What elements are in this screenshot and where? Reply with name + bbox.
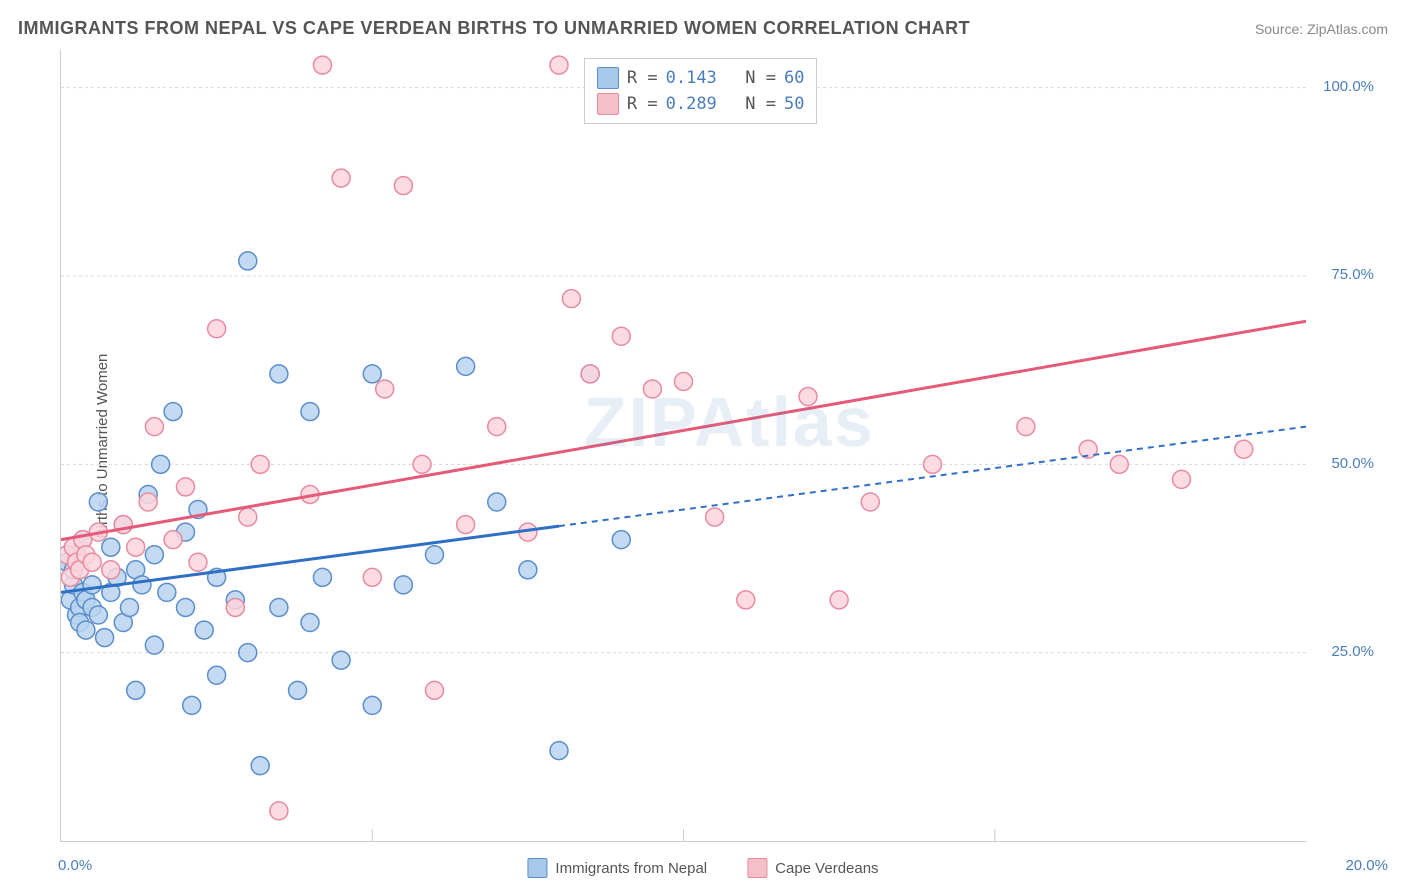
source-label: Source: ZipAtlas.com bbox=[1255, 21, 1388, 37]
x-tick-min: 0.0% bbox=[58, 857, 92, 874]
r-value: 0.143 bbox=[666, 68, 717, 88]
legend-swatch bbox=[597, 67, 619, 89]
chart-title: IMMIGRANTS FROM NEPAL VS CAPE VERDEAN BI… bbox=[18, 18, 970, 39]
correlation-legend-row: R = 0.289 N = 50 bbox=[597, 91, 805, 117]
plot-area: ZIPAtlas R = 0.143 N = 60R = 0.289 N = 5… bbox=[60, 50, 1306, 842]
n-value: 50 bbox=[784, 94, 804, 114]
series-legend: Immigrants from Nepal Cape Verdeans bbox=[527, 858, 878, 878]
y-tick-label: 50.0% bbox=[1331, 455, 1374, 472]
chart-container: ZIPAtlas R = 0.143 N = 60R = 0.289 N = 5… bbox=[60, 50, 1386, 842]
legend-label: Cape Verdeans bbox=[775, 860, 878, 877]
y-tick-label: 25.0% bbox=[1331, 643, 1374, 660]
r-value: 0.289 bbox=[666, 94, 717, 114]
x-tick-max: 20.0% bbox=[1345, 857, 1388, 874]
scatter-plot-svg bbox=[61, 50, 1306, 841]
legend-swatch bbox=[747, 858, 767, 878]
legend-label: Immigrants from Nepal bbox=[555, 860, 707, 877]
legend-item: Immigrants from Nepal bbox=[527, 858, 707, 878]
legend-item: Cape Verdeans bbox=[747, 858, 878, 878]
legend-swatch bbox=[597, 93, 619, 115]
y-tick-label: 100.0% bbox=[1323, 78, 1374, 95]
correlation-legend-row: R = 0.143 N = 60 bbox=[597, 65, 805, 91]
n-label: N = bbox=[725, 68, 776, 88]
n-label: N = bbox=[725, 94, 776, 114]
correlation-legend: R = 0.143 N = 60R = 0.289 N = 50 bbox=[584, 58, 818, 124]
y-tick-label: 75.0% bbox=[1331, 266, 1374, 283]
n-value: 60 bbox=[784, 68, 804, 88]
r-label: R = bbox=[627, 94, 658, 114]
legend-swatch bbox=[527, 858, 547, 878]
r-label: R = bbox=[627, 68, 658, 88]
